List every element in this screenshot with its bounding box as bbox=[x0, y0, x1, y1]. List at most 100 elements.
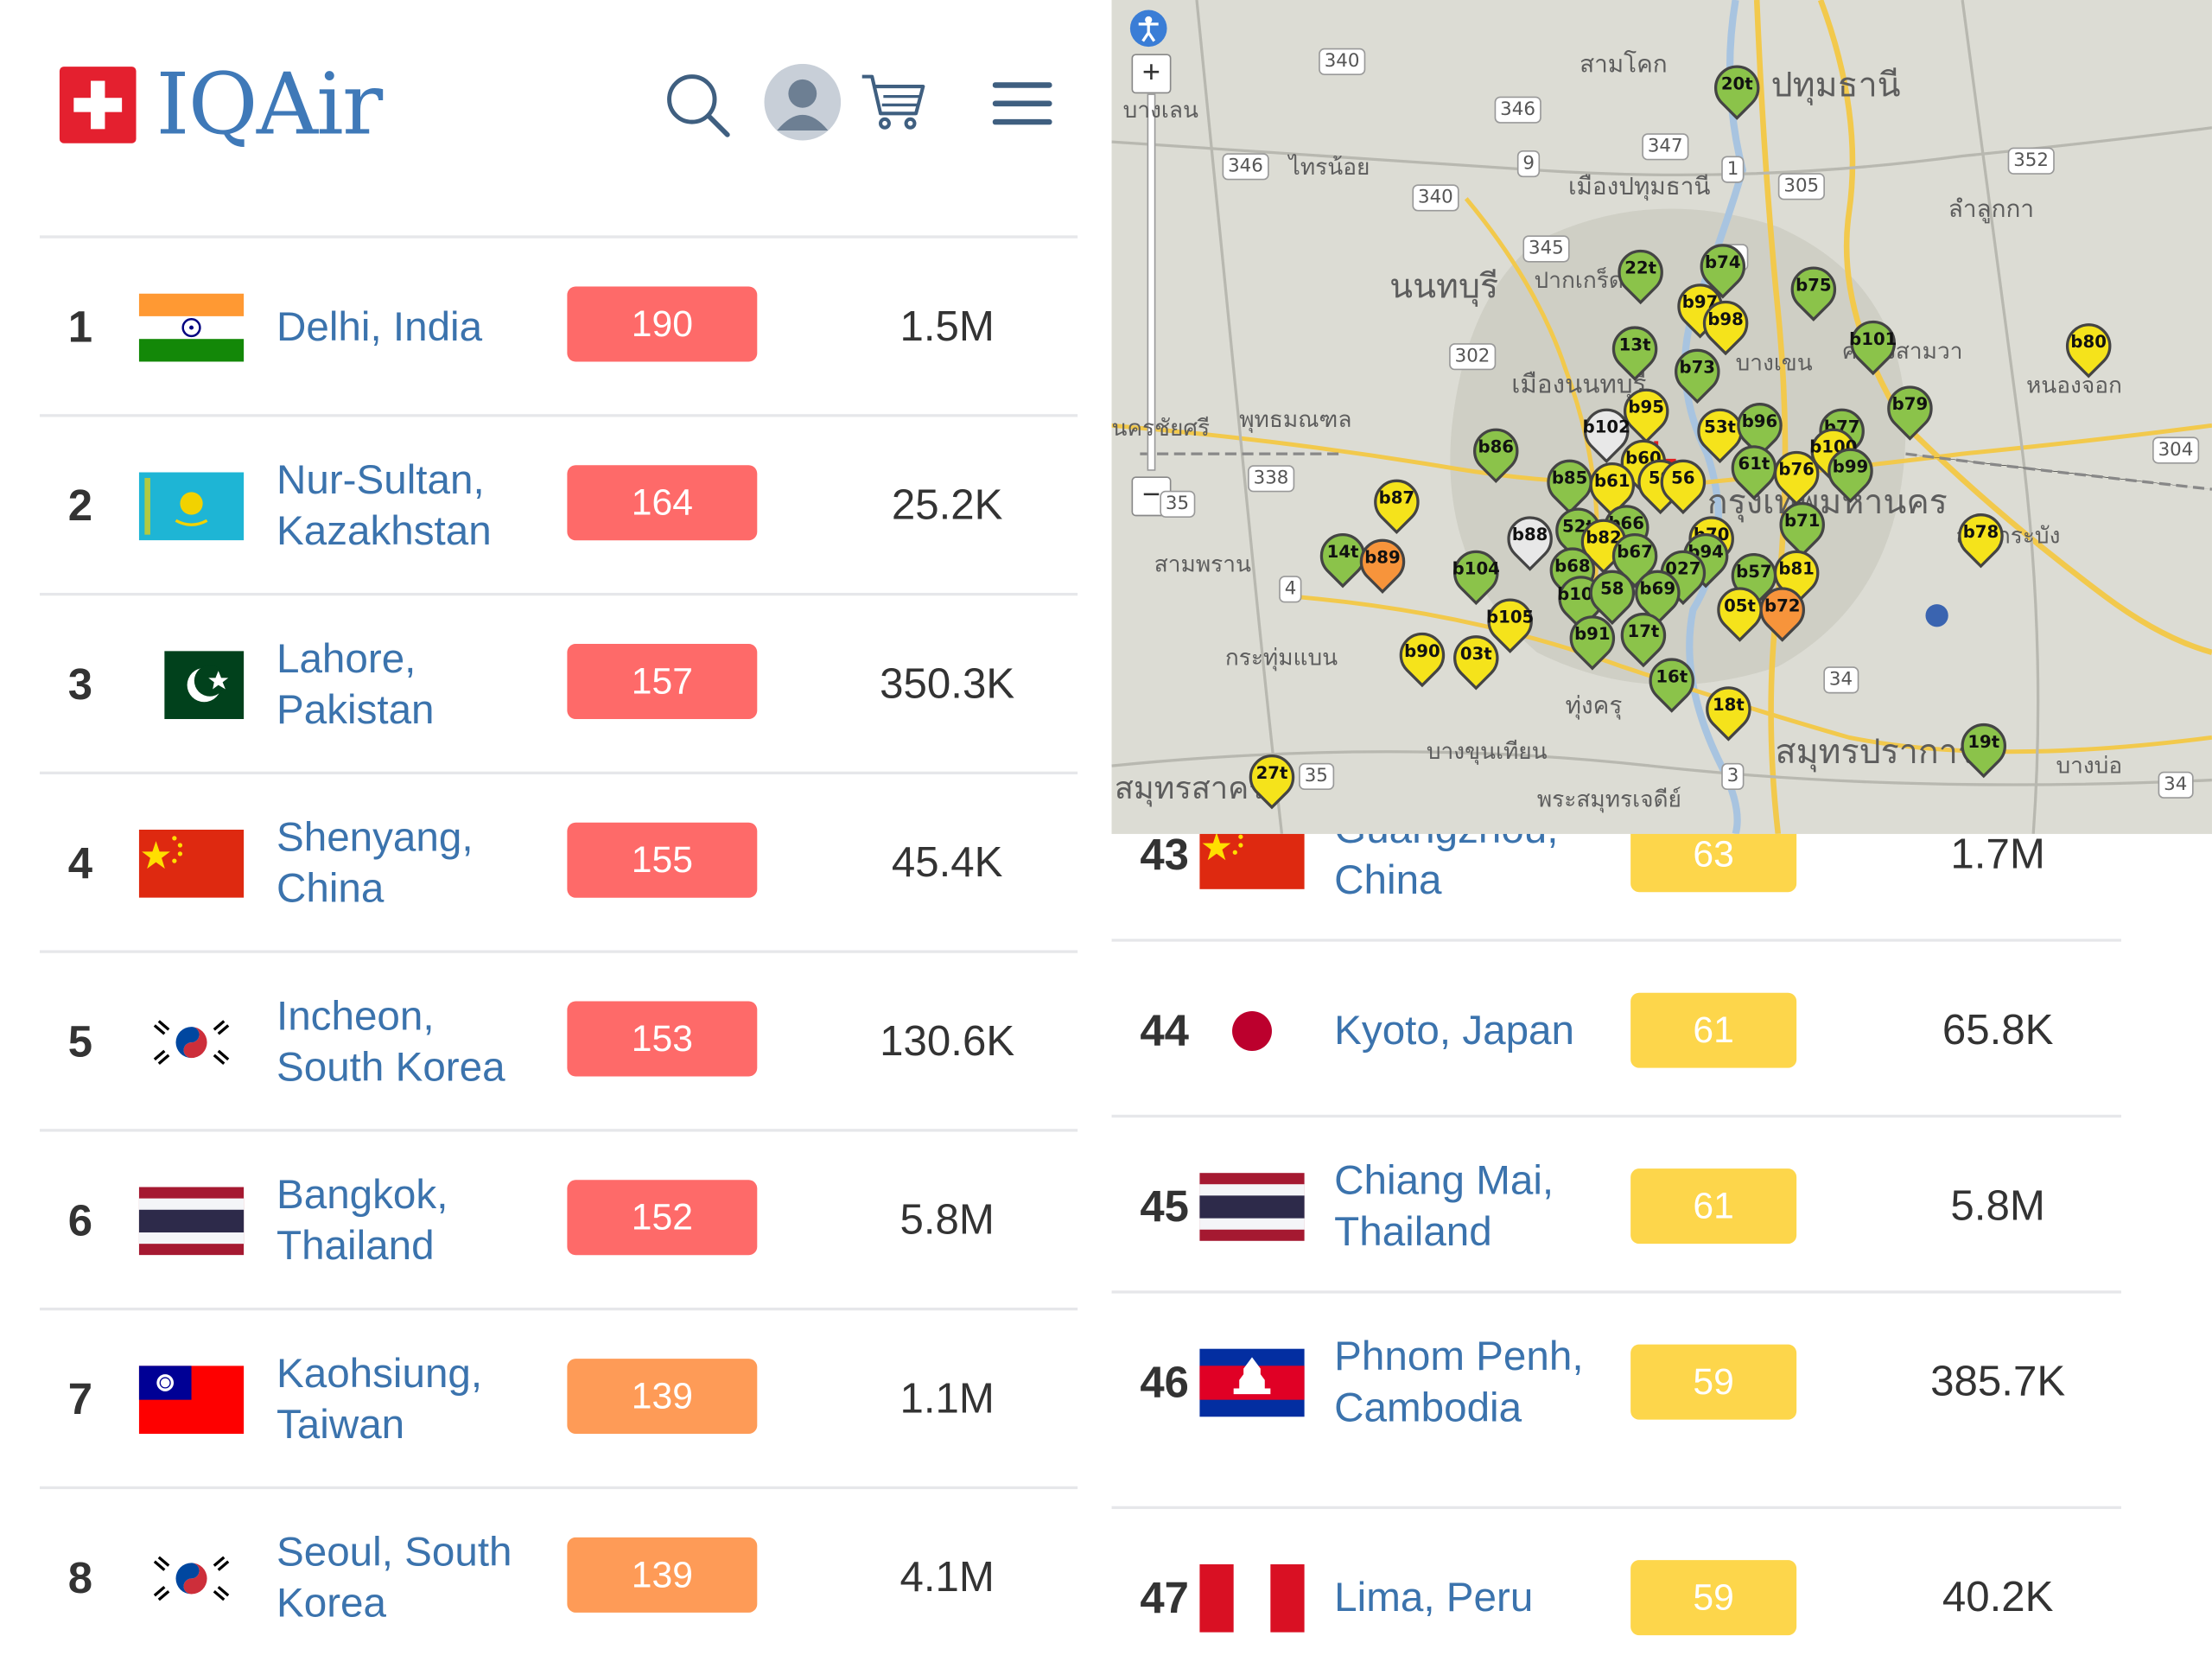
air-station-marker[interactable]: b102 bbox=[1574, 398, 1639, 470]
city-name-link[interactable]: Delhi, India bbox=[276, 304, 483, 351]
air-station-marker[interactable]: 61t bbox=[1721, 436, 1787, 507]
marker-label: 22t bbox=[1624, 258, 1657, 278]
air-station-marker[interactable]: 13t bbox=[1602, 316, 1668, 388]
highway-shield: 302 bbox=[1449, 343, 1496, 371]
city-name-link[interactable]: Incheon, South Korea bbox=[276, 994, 505, 1091]
air-station-marker[interactable]: b69 bbox=[1625, 560, 1690, 632]
city-row[interactable]: 5 Incheon, South Korea 153 130.6K bbox=[39, 950, 1078, 1131]
air-station-marker[interactable]: b68 bbox=[1540, 538, 1605, 609]
air-station-marker[interactable]: 05t bbox=[1707, 577, 1772, 649]
air-station-marker[interactable]: 18t bbox=[1696, 677, 1761, 748]
air-station-marker[interactable]: 03t bbox=[1444, 626, 1509, 697]
accessibility-icon[interactable] bbox=[1128, 9, 1168, 48]
air-station-marker[interactable]: 16t bbox=[1639, 648, 1704, 720]
city-row[interactable]: 45 Chiang Mai, Thailand 61 5.8M bbox=[1111, 1114, 2121, 1296]
air-station-marker[interactable]: b75 bbox=[1781, 257, 1846, 328]
city-name-link[interactable]: Lima, Peru bbox=[1334, 1576, 1534, 1621]
highway-shield: 346 bbox=[1494, 96, 1541, 124]
air-station-marker[interactable]: b101 bbox=[1840, 310, 1905, 383]
city-name-link[interactable]: Kaohsiung, Taiwan bbox=[276, 1351, 483, 1448]
marker-label: b72 bbox=[1764, 595, 1801, 616]
city-name-link[interactable]: Lahore, Pakistan bbox=[276, 636, 435, 734]
air-station-marker[interactable]: b76 bbox=[1764, 441, 1829, 513]
air-station-marker[interactable]: 53t bbox=[1688, 398, 1752, 470]
city-row[interactable]: 7 Kaohsiung, Taiwan 139 1.1M bbox=[39, 1308, 1078, 1489]
city-row[interactable]: 4 Shenyang, China 155 45.4K bbox=[39, 771, 1078, 953]
city-row[interactable]: 6 Bangkok, Thailand 152 5.8M bbox=[39, 1129, 1078, 1310]
air-station-marker[interactable]: 027 bbox=[1650, 540, 1715, 612]
air-station-marker[interactable]: 19t bbox=[1951, 714, 2016, 786]
zoom-slider[interactable] bbox=[1147, 93, 1156, 471]
map-place-label: ปทุมธานี bbox=[1770, 65, 1901, 105]
air-station-marker[interactable]: b78 bbox=[1948, 504, 2013, 576]
search-icon[interactable] bbox=[661, 68, 734, 142]
air-station-marker[interactable]: 56 bbox=[1650, 449, 1715, 521]
marker-label: 14t bbox=[1326, 541, 1359, 562]
marker-label: b80 bbox=[2070, 331, 2107, 352]
air-station-marker[interactable]: b79 bbox=[1878, 376, 1942, 448]
air-station-marker[interactable]: b57 bbox=[1721, 544, 1787, 615]
air-station-marker[interactable]: b67 bbox=[1602, 524, 1668, 595]
highway-shield: 346 bbox=[1222, 153, 1269, 181]
highway-shield: 305 bbox=[1777, 173, 1825, 201]
map-place-label: พระสมุทรเจดีย์ bbox=[1536, 786, 1681, 813]
air-station-marker[interactable]: b61 bbox=[1580, 453, 1644, 525]
air-station-marker[interactable]: b90 bbox=[1389, 623, 1455, 695]
air-station-marker[interactable]: b98 bbox=[1693, 291, 1758, 363]
air-station-marker[interactable]: b88 bbox=[1497, 506, 1562, 578]
marker-label: b69 bbox=[1639, 578, 1676, 599]
air-station-marker[interactable]: 17t bbox=[1611, 603, 1676, 675]
air-station-marker[interactable]: b80 bbox=[2056, 314, 2121, 385]
highway-shield: 304 bbox=[2152, 436, 2199, 464]
air-station-marker[interactable]: b96 bbox=[1727, 393, 1792, 465]
city-name-link[interactable]: Kyoto, Japan bbox=[1334, 1008, 1574, 1054]
marker-label: b73 bbox=[1679, 357, 1716, 378]
air-quality-map[interactable]: + − สามโคก ปทุมธานี บางเลน ไทรน้อย เมืองปทุม… bbox=[1111, 0, 2212, 834]
marker-label: 18t bbox=[1712, 695, 1745, 716]
air-station-marker[interactable]: 22t bbox=[1608, 239, 1673, 312]
city-name-link[interactable]: Bangkok, Thailand bbox=[276, 1173, 448, 1270]
air-station-marker[interactable]: b95 bbox=[1614, 379, 1679, 450]
city-name-link[interactable]: Seoul, South Korea bbox=[276, 1530, 512, 1627]
air-station-marker[interactable]: 58 bbox=[1580, 560, 1644, 632]
marker-label: 05t bbox=[1724, 595, 1756, 616]
user-avatar-icon[interactable] bbox=[764, 63, 842, 141]
menu-icon[interactable] bbox=[992, 82, 1052, 125]
air-station-marker[interactable]: b74 bbox=[1690, 234, 1755, 306]
city-name-link[interactable]: Chiang Mai, Thailand bbox=[1334, 1158, 1554, 1256]
air-station-marker[interactable]: b91 bbox=[1560, 606, 1624, 678]
air-station-marker[interactable]: b87 bbox=[1364, 469, 1429, 541]
air-station-marker[interactable]: b73 bbox=[1665, 339, 1730, 411]
city-name-link[interactable]: Phnom Penh, Cambodia bbox=[1334, 1334, 1584, 1431]
city-name-link[interactable]: Nur-Sultan, Kazakhstan bbox=[276, 458, 492, 555]
air-station-marker[interactable]: 27t bbox=[1239, 745, 1305, 817]
city-row[interactable]: 3 Lahore, Pakistan 157 350.3K bbox=[39, 592, 1078, 774]
air-station-marker[interactable]: b72 bbox=[1750, 577, 1815, 649]
air-station-marker[interactable]: b82 bbox=[1571, 509, 1637, 581]
air-station-marker[interactable]: 20t bbox=[1705, 55, 1770, 127]
zoom-in-button[interactable]: + bbox=[1131, 54, 1172, 94]
cart-icon[interactable] bbox=[859, 71, 927, 133]
brand-name: IQAir bbox=[156, 54, 384, 155]
air-station-marker[interactable]: b99 bbox=[1818, 438, 1883, 510]
air-station-marker[interactable]: b85 bbox=[1537, 449, 1602, 521]
air-station-marker[interactable]: b81 bbox=[1764, 540, 1829, 612]
kazakhstan-flag-icon bbox=[138, 472, 245, 541]
highway-shield: 352 bbox=[2007, 147, 2055, 175]
map-place-label: สามโคก bbox=[1580, 51, 1668, 80]
city-row[interactable]: 1 Delhi, India 190 1.5M bbox=[39, 235, 1078, 417]
map-place-label: ทุ่งครุ bbox=[1565, 691, 1623, 721]
air-station-marker[interactable]: 14t bbox=[1310, 524, 1376, 595]
city-row[interactable]: 44 Kyoto, Japan 61 65.8K bbox=[1111, 939, 2121, 1120]
city-name-link[interactable]: Shenyang, China bbox=[276, 815, 474, 913]
air-station-marker[interactable]: b71 bbox=[1770, 493, 1834, 564]
air-station-marker[interactable]: b105 bbox=[1478, 589, 1542, 660]
brand-logo[interactable]: IQAir bbox=[59, 54, 384, 155]
city-row[interactable]: 8 Seoul, South Korea 139 4.1M bbox=[39, 1486, 1078, 1668]
air-station-marker[interactable]: b86 bbox=[1464, 418, 1529, 490]
city-row[interactable]: 47 Lima, Peru 59 40.2K bbox=[1111, 1506, 2121, 1668]
air-station-marker[interactable]: b104 bbox=[1444, 540, 1509, 612]
city-row[interactable]: 46 Phnom Penh, Cambodia 59 385.7K bbox=[1111, 1290, 2121, 1472]
air-station-marker[interactable]: b89 bbox=[1350, 529, 1415, 601]
city-row[interactable]: 2 Nur-Sultan, Kazakhstan 164 25.2K bbox=[39, 414, 1078, 595]
